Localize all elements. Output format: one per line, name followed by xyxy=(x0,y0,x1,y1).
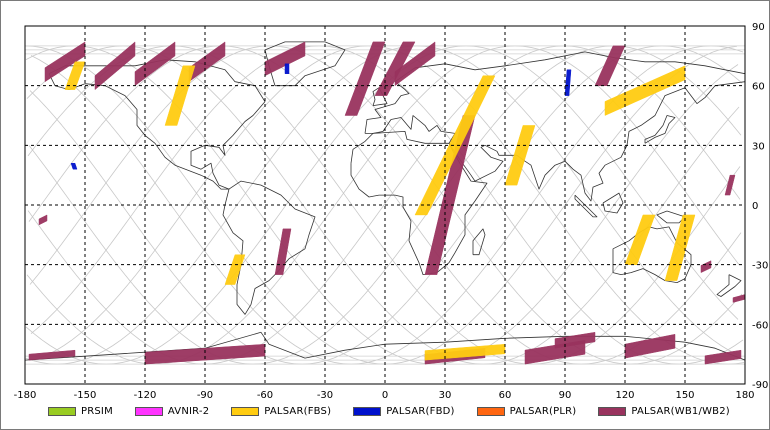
coastline xyxy=(264,41,346,87)
swath-palsar-wb1-wb2- xyxy=(44,41,86,83)
coastline xyxy=(602,192,624,214)
grid xyxy=(25,26,745,384)
swath-palsar-fbd- xyxy=(284,63,290,74)
swath-palsar-wb1-wb2- xyxy=(144,343,266,365)
lon-tick-label: -120 xyxy=(134,390,157,401)
swath-palsar-wb1-wb2- xyxy=(704,349,742,365)
coastline xyxy=(364,51,745,202)
lon-tick-label: 60 xyxy=(499,390,512,401)
legend-item: PALSAR(FBS) xyxy=(231,406,331,417)
lat-tick-label: 30 xyxy=(752,141,765,152)
lon-tick-label: 30 xyxy=(439,390,452,401)
plot-border xyxy=(24,25,746,385)
legend-label: PRSIM xyxy=(81,405,113,417)
coastline xyxy=(716,274,742,297)
lon-tick-labels: -180 -150 -120 -90 -60 -30 0 30 60 90 120 150 180 xyxy=(14,390,755,401)
lon-tick-label: 0 xyxy=(382,390,388,401)
legend-swatch xyxy=(134,406,163,416)
coastline xyxy=(48,59,266,190)
lon-tick-label: -30 xyxy=(317,390,333,401)
lon-tick-label: -60 xyxy=(257,390,273,401)
swath-palsar-wb1-wb2- xyxy=(594,45,626,86)
lat-tick-label: 90 xyxy=(752,22,765,33)
coastline xyxy=(222,180,316,315)
swath-palsar-wb1-wb2- xyxy=(264,41,306,77)
legend-label: PALSAR(WB1/WB2) xyxy=(631,405,730,417)
legend-swatch xyxy=(598,406,627,416)
lon-tick-label: -150 xyxy=(74,390,97,401)
swath-palsar-fbs- xyxy=(224,254,246,285)
swath-palsar-wb1-wb2- xyxy=(28,349,76,361)
legend-swatch xyxy=(476,406,505,416)
coastline xyxy=(644,115,676,144)
swath-palsar-wb1-wb2- xyxy=(394,41,436,87)
legend-label: PALSAR(FBS) xyxy=(264,405,332,417)
legend-item: PALSAR(FBD) xyxy=(353,406,454,417)
legend-swatch xyxy=(353,406,382,416)
swath-palsar-wb1-wb2- xyxy=(94,41,136,91)
swaths-layer xyxy=(28,41,745,365)
lat-tick-label: 60 xyxy=(752,82,765,93)
lon-tick-label: 180 xyxy=(735,390,754,401)
coastline xyxy=(350,131,488,275)
coastline xyxy=(472,228,486,256)
lat-tick-label: -60 xyxy=(752,320,768,331)
lon-tick-label: 120 xyxy=(615,390,634,401)
swath-palsar-fbs- xyxy=(604,65,686,116)
coastline xyxy=(656,210,686,224)
swath-palsar-wb1-wb2- xyxy=(344,41,386,116)
swath-palsar-wb1-wb2- xyxy=(134,41,176,87)
legend-item: PALSAR(PLR) xyxy=(476,405,577,417)
lon-tick-label: -90 xyxy=(197,390,213,401)
swath-palsar-wb1-wb2- xyxy=(624,333,676,359)
coastline xyxy=(574,194,598,218)
swath-palsar-wb1-wb2- xyxy=(724,174,736,196)
legend-label: PALSAR(FBD) xyxy=(386,405,455,417)
swath-palsar-fbd- xyxy=(564,69,572,96)
swath-palsar-fbs- xyxy=(504,125,536,186)
swath-palsar-fbs- xyxy=(624,214,656,265)
legend-label: AVNIR-2 xyxy=(167,405,210,417)
lat-tick-label: -30 xyxy=(752,261,768,272)
lat-tick-label: 0 xyxy=(752,201,758,212)
swath-palsar-wb1-wb2- xyxy=(732,294,745,303)
legend-label: PALSAR(PLR) xyxy=(509,405,577,417)
legend: PRSIM AVNIR-2 PALSAR(FBS) PALSAR(FBD) PALSAR… xyxy=(48,404,752,418)
lat-tick-label: -90 xyxy=(752,380,768,391)
legend-item: PALSAR(WB1/WB2) xyxy=(598,406,730,417)
legend-swatch xyxy=(231,406,260,416)
swath-palsar-wb1-wb2- xyxy=(700,260,712,274)
legend-swatch xyxy=(48,406,76,416)
lon-tick-label: 150 xyxy=(675,390,694,401)
swath-palsar-wb1-wb2- xyxy=(274,228,292,275)
swath-palsar-fbd- xyxy=(70,162,78,170)
swath-palsar-fbs- xyxy=(164,65,196,126)
swath-palsar-fbs- xyxy=(664,214,696,281)
swath-palsar-fbs- xyxy=(414,75,496,216)
lon-tick-label: -180 xyxy=(14,390,37,401)
legend-item: AVNIR-2 xyxy=(134,405,210,417)
legend-item: PRSIM xyxy=(48,406,113,417)
lat-tick-labels: 90 60 30 0 -30 -60 -90 xyxy=(752,22,768,391)
swath-palsar-wb1-wb2- xyxy=(38,214,48,226)
swath-palsar-fbs- xyxy=(64,61,86,90)
lon-tick-label: 90 xyxy=(559,390,572,401)
